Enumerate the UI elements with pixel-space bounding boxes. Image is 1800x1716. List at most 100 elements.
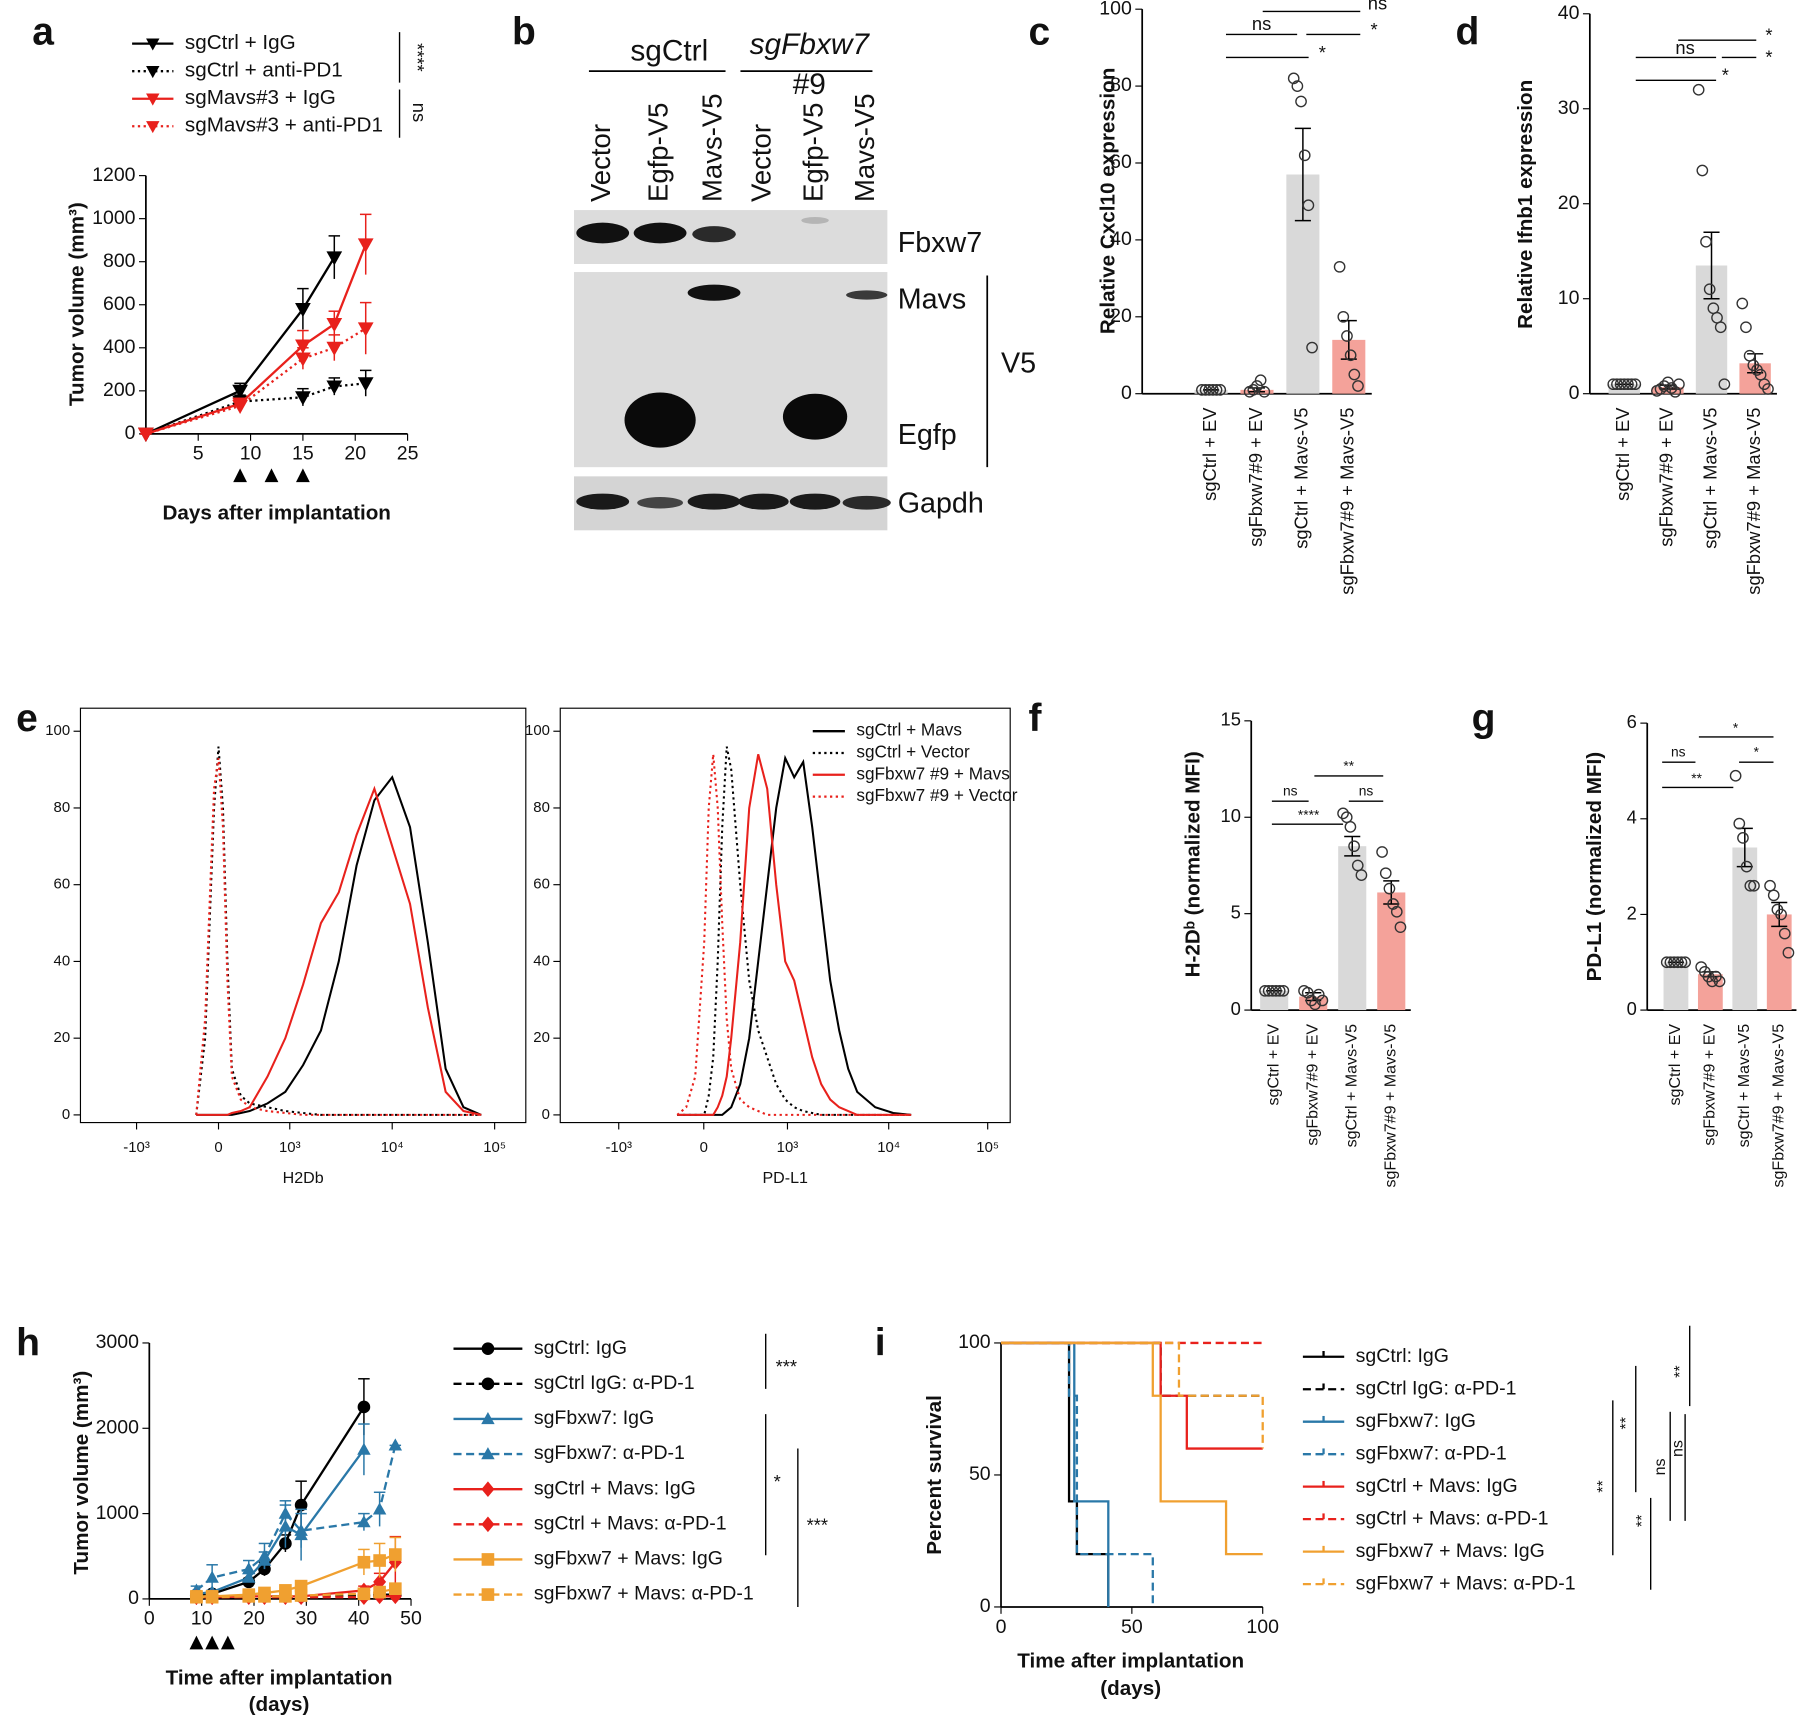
legend-label: sgMavs#3 + anti-PD1	[185, 114, 383, 137]
significance-label: ns	[1651, 1458, 1669, 1475]
x-tick-label: 20	[344, 443, 366, 465]
y-axis-label: PD-L1 (normalized MFI)	[1583, 752, 1606, 982]
data-point	[1696, 164, 1709, 177]
y-tick-label: 100	[958, 1331, 991, 1353]
marker	[278, 1506, 293, 1519]
legend-label: sgCtrl + Mavs: IgG	[534, 1477, 696, 1499]
data-point	[1312, 988, 1325, 1001]
data-point	[1390, 905, 1403, 918]
data-point	[1665, 382, 1678, 394]
band	[789, 493, 841, 510]
data-point	[1625, 378, 1638, 391]
data-point	[1337, 807, 1349, 820]
marker	[326, 251, 343, 266]
data-point	[1302, 199, 1315, 212]
lane-label: Egfp-V5	[642, 103, 673, 202]
data-point	[1718, 378, 1731, 391]
band-label: Egfp	[898, 419, 957, 451]
band	[624, 392, 696, 448]
series-line	[196, 785, 482, 1116]
y-tick-label: 10	[1558, 287, 1580, 309]
y-tick-label: 20	[533, 1029, 550, 1046]
x-tick-label: 50	[1121, 1616, 1143, 1638]
data-point	[1337, 310, 1350, 323]
series-line	[145, 244, 367, 435]
data-point	[1352, 380, 1364, 392]
panel-label: b	[512, 11, 536, 54]
data-point	[1295, 95, 1307, 108]
y-tick-label: 80	[1110, 74, 1132, 96]
plot-frame	[559, 707, 1011, 1124]
survival-curve	[1001, 1341, 1110, 1607]
data-point	[1341, 330, 1353, 342]
marker	[294, 1523, 308, 1536]
legend-label: sgCtrl + IgG	[185, 31, 296, 54]
x-axis-label: PD-L1	[762, 1169, 808, 1187]
group-label: #9	[793, 68, 826, 101]
x-tick-label: 40	[348, 1608, 370, 1630]
data-point	[1254, 374, 1267, 387]
data-point	[1740, 321, 1752, 334]
y-tick-label: 20	[1110, 305, 1132, 327]
significance-label: ns	[1368, 0, 1387, 13]
y-tick-label: 800	[103, 250, 136, 272]
series-line	[196, 775, 482, 1116]
x-tick-label: 0	[996, 1616, 1007, 1638]
panel-label: g	[1472, 697, 1496, 740]
significance-label: ****	[407, 43, 428, 72]
y-tick-label: 0	[62, 1106, 70, 1123]
legend-marker	[481, 1553, 495, 1566]
y-tick-label: 30	[1558, 97, 1580, 119]
y-tick-label: 0	[1569, 382, 1580, 404]
y-tick-label: 1000	[96, 1502, 140, 1524]
y-tick-label: 80	[533, 799, 550, 816]
lane-label: Vector	[746, 124, 777, 202]
significance-label: *	[1765, 25, 1772, 46]
x-tick-label: 30	[295, 1608, 317, 1630]
bar	[1663, 962, 1689, 1011]
data-point	[1207, 384, 1219, 396]
legend-label: sgFbxw7 + Mavs: α-PD-1	[1356, 1572, 1576, 1594]
marker	[357, 1400, 371, 1414]
category-label: sgFbxw7#9 + EV	[1701, 1024, 1719, 1146]
data-point	[1387, 898, 1399, 910]
data-point	[1383, 882, 1396, 895]
significance-label: **	[1691, 771, 1702, 786]
significance-label: *	[1722, 65, 1729, 86]
survival-curve	[1001, 1341, 1110, 1607]
panel-label: i	[875, 1322, 886, 1365]
data-point	[1247, 384, 1260, 396]
significance-label: *	[1733, 721, 1739, 736]
significance-label: *	[774, 1471, 781, 1492]
data-point	[1737, 832, 1749, 844]
legend-marker	[146, 121, 160, 134]
y-axis-label: Relative Ifnb1 expression	[1514, 80, 1537, 329]
significance-label: **	[1594, 1480, 1612, 1493]
band	[842, 495, 891, 510]
x-tick-label: 25	[397, 443, 419, 465]
significance-label: ***	[807, 1514, 828, 1535]
data-point	[1291, 80, 1304, 92]
y-tick-label: 20	[1558, 192, 1580, 214]
treatment-marker	[220, 1635, 235, 1650]
band	[687, 284, 741, 301]
legend-label: sgFbxw7 #9 + Mavs	[856, 763, 1009, 783]
data-point	[1671, 956, 1684, 969]
series-line	[195, 1445, 397, 1592]
x-tick-label: -10³	[123, 1139, 150, 1156]
data-point	[1703, 283, 1716, 296]
survival-curve	[1001, 1341, 1154, 1607]
significance-label: **	[1343, 758, 1354, 773]
data-point	[1301, 986, 1314, 999]
data-point	[1775, 908, 1787, 921]
x-tick-label: 10⁴	[877, 1139, 900, 1156]
marker	[357, 1587, 371, 1601]
marker	[388, 1438, 403, 1451]
data-point	[1622, 378, 1634, 391]
treatment-marker	[189, 1635, 204, 1650]
legend-marker	[481, 1342, 495, 1356]
y-tick-label: 3000	[96, 1331, 140, 1353]
legend-label: sgCtrl: IgG	[534, 1337, 627, 1359]
legend-label: sgFbxw7 + Mavs: IgG	[534, 1548, 723, 1570]
